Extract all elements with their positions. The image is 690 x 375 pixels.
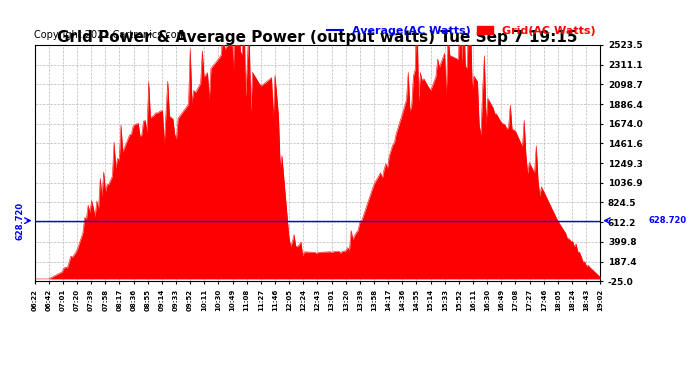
Text: 628.720: 628.720 bbox=[16, 202, 25, 240]
Text: Copyright 2021 Cartronics.com: Copyright 2021 Cartronics.com bbox=[34, 30, 186, 40]
Legend: Average(AC Watts), Grid(AC Watts): Average(AC Watts), Grid(AC Watts) bbox=[322, 21, 600, 40]
Text: 628.720: 628.720 bbox=[649, 216, 687, 225]
Title: Grid Power & Average Power (output watts) Tue Sep 7 19:15: Grid Power & Average Power (output watts… bbox=[57, 30, 578, 45]
